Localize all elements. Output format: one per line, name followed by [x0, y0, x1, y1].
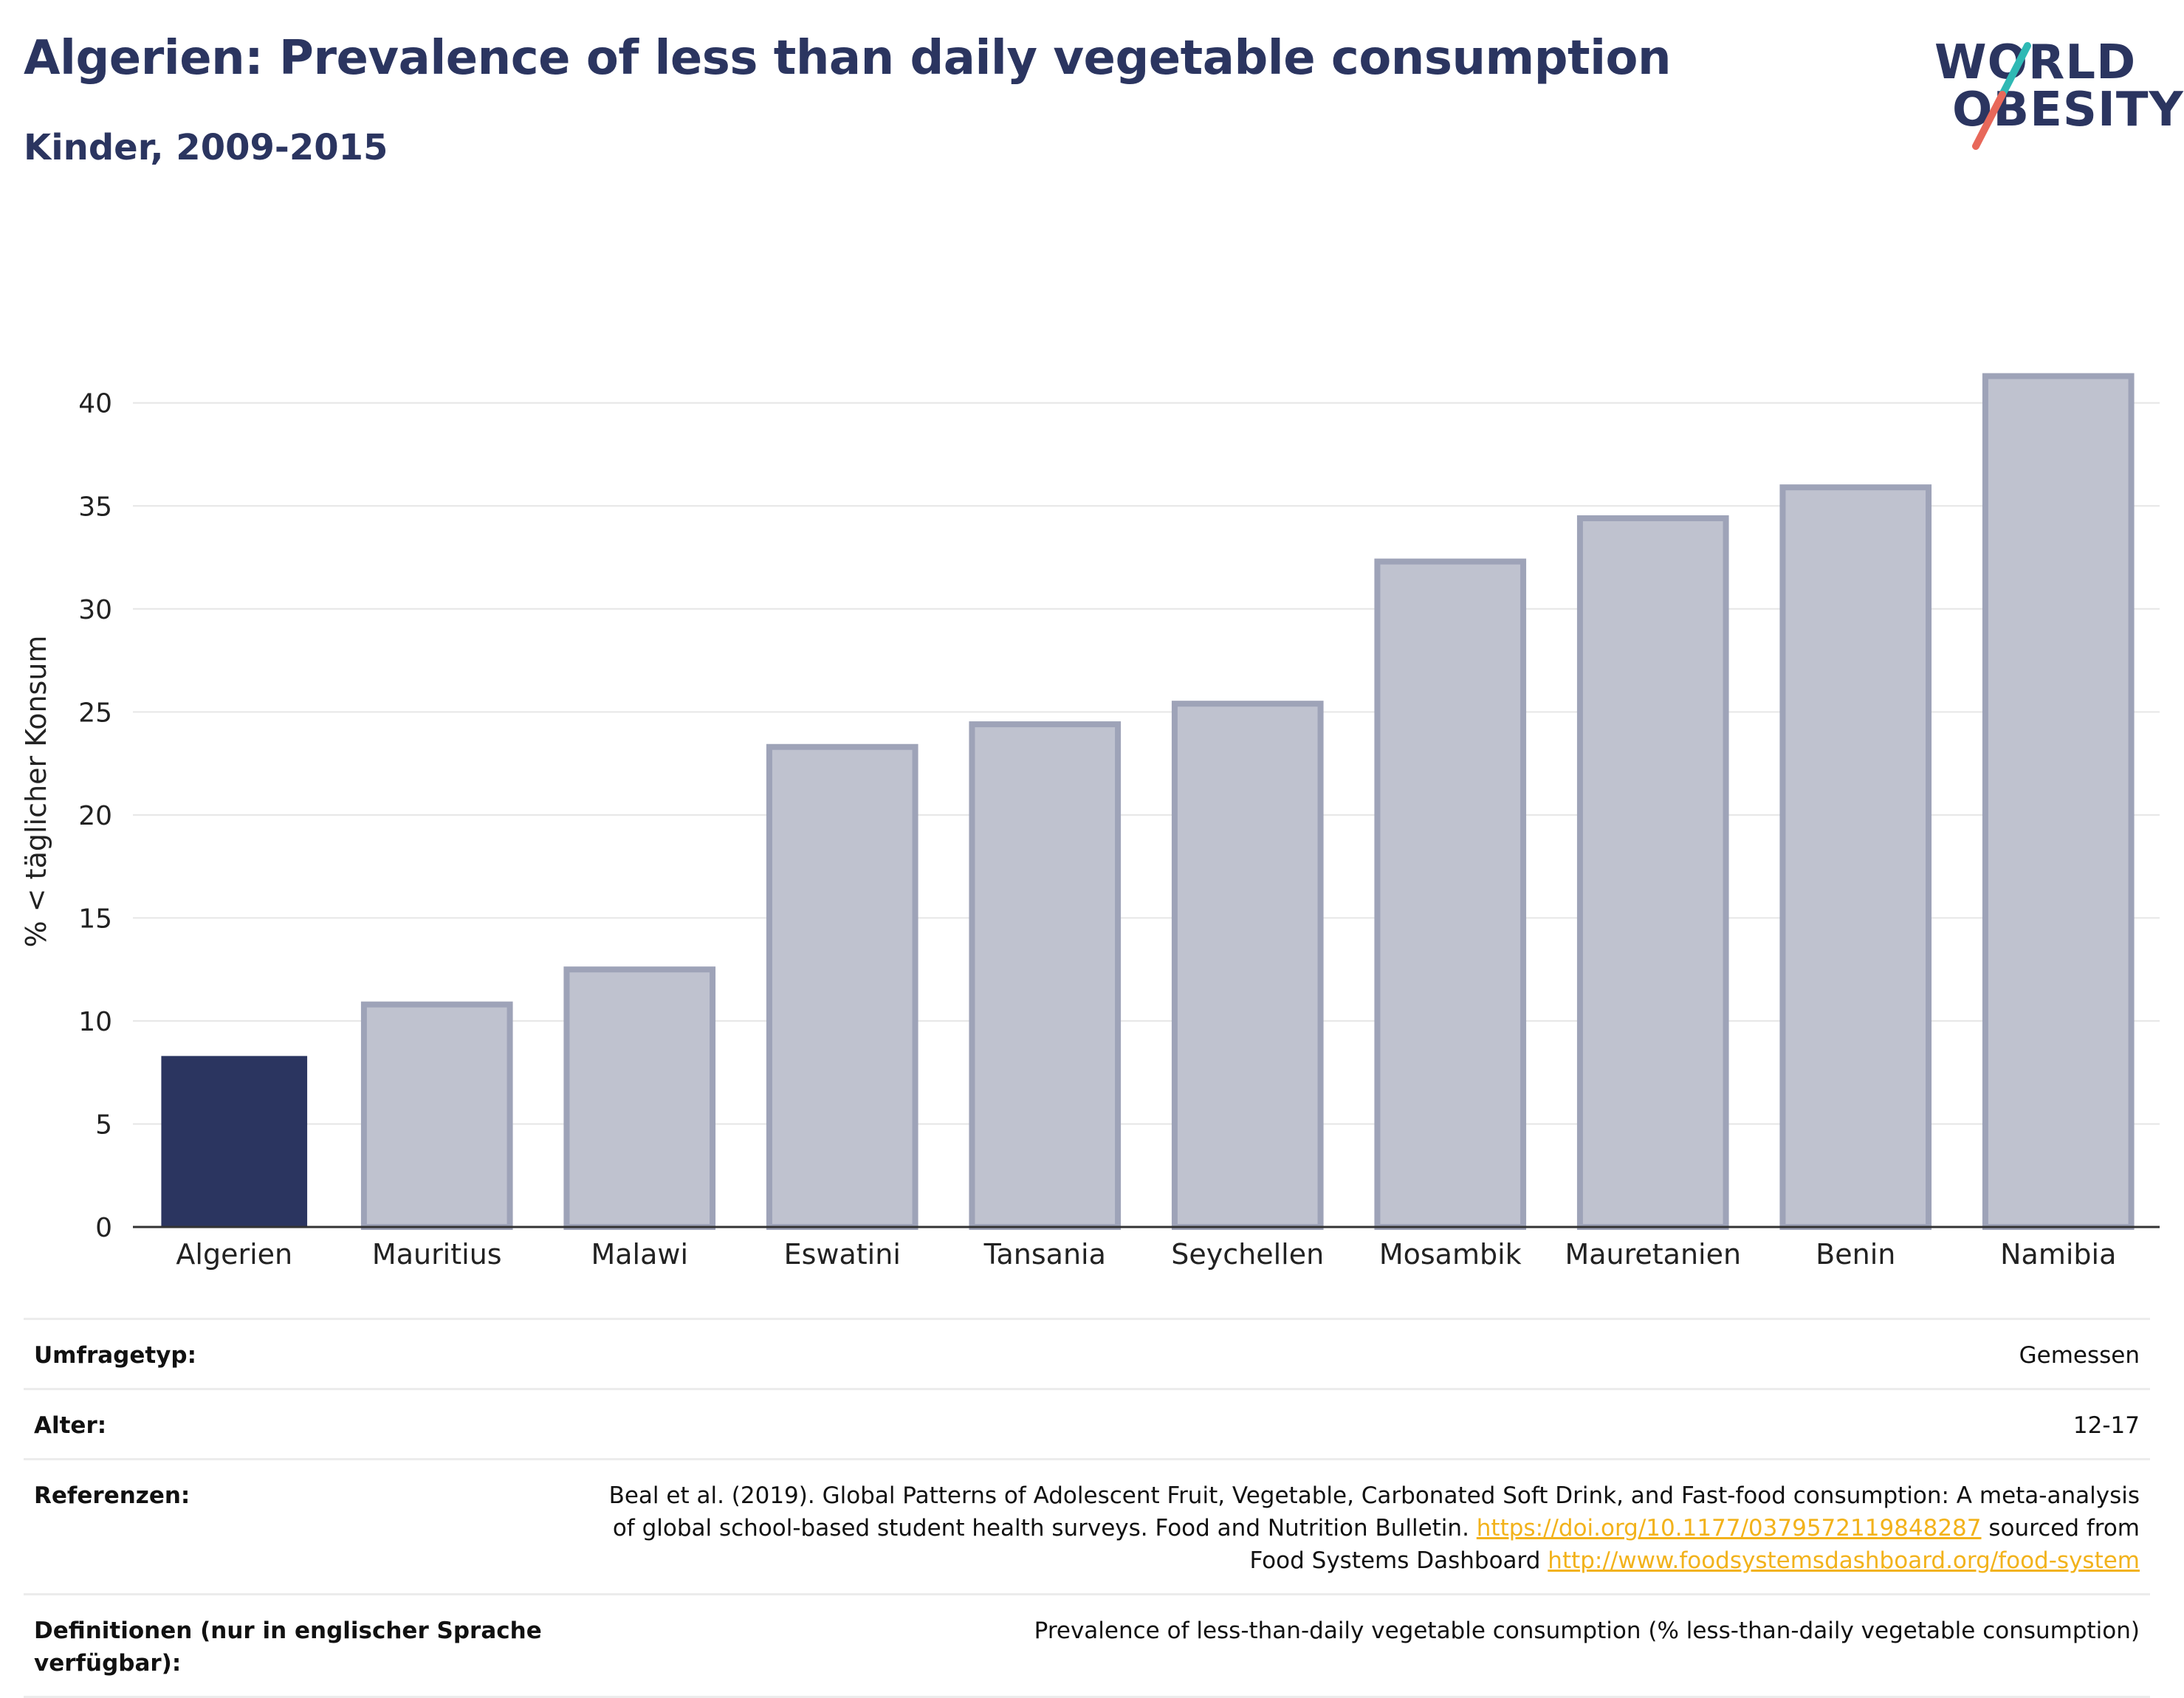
y-tick-label: 0: [95, 1213, 112, 1243]
bar-seychellen: [1171, 701, 1324, 1230]
logo-slash-icon: [1972, 42, 2031, 150]
bar-mauritius: [360, 1001, 513, 1230]
y-tick-label: 25: [78, 698, 112, 728]
y-tick-label: 40: [78, 389, 112, 419]
bar-benin: [1779, 484, 1932, 1230]
x-tick-label: Algerien: [176, 1238, 292, 1270]
y-tick-label: 30: [78, 595, 112, 625]
chart-title: Algerien: Prevalence of less than daily …: [24, 31, 1672, 86]
x-tick-label: Malawi: [591, 1238, 688, 1270]
x-tick-label: Seychellen: [1171, 1238, 1324, 1270]
doi-link[interactable]: https://doi.org/10.1177/0379572119848287: [1476, 1515, 1982, 1541]
meta-label-survey-type: Umfragetyp:: [34, 1342, 196, 1369]
bar-algerien: [161, 1056, 308, 1227]
chart-subtitle: Kinder, 2009-2015: [24, 127, 388, 168]
meta-label-age: Alter:: [34, 1412, 107, 1439]
meta-row-definitions: Definitionen (nur in englischer Sprache …: [24, 1593, 2150, 1698]
food-systems-dashboard-link[interactable]: http://www.foodsystemsdashboard.org/food…: [1548, 1547, 2140, 1574]
meta-value-survey-type: Gemessen: [2019, 1342, 2140, 1369]
metadata-table: Umfragetyp: Gemessen Alter: 12-17 Refere…: [24, 1318, 2150, 1698]
x-tick-label: Mauretanien: [1565, 1238, 1741, 1270]
bar-tansania: [969, 721, 1122, 1230]
logo-slash-teal: [1999, 42, 2031, 98]
y-tick-label: 5: [95, 1110, 112, 1140]
meta-row-age: Alter: 12-17: [24, 1388, 2150, 1458]
bar-chart: 0 5 10 15 20 25 30 35 40 Algerien Mauritius Malawi E…: [20, 373, 2160, 1270]
x-tick-label: Mosambik: [1379, 1238, 1522, 1270]
y-tick-label: 15: [78, 904, 112, 934]
y-tick-label: 20: [78, 801, 112, 831]
bar-mauretanien: [1576, 515, 1729, 1230]
logo-line-1: WORLD: [1934, 35, 2137, 90]
x-tick-label: Mauritius: [372, 1238, 502, 1270]
reference-text-line-3: Food Systems Dashboard: [1249, 1547, 1548, 1574]
bar-mosambik: [1374, 558, 1527, 1230]
bar-malawi: [563, 966, 716, 1231]
x-tick-label: Tansania: [983, 1238, 1106, 1270]
world-obesity-logo[interactable]: WORLD OBESITY: [1920, 30, 2183, 162]
meta-row-references: Referenzen: Beal et al. (2019). Global P…: [24, 1458, 2150, 1593]
meta-row-survey-type: Umfragetyp: Gemessen: [24, 1318, 2150, 1388]
bar-eswatini: [766, 743, 918, 1230]
bar-namibia: [1982, 373, 2135, 1230]
reference-text-line-1: Beal et al. (2019). Global Patterns of A…: [608, 1482, 2140, 1509]
axes: 0 5 10 15 20 25 30 35 40 Algerien Mauritius Malawi E…: [78, 389, 2160, 1270]
x-tick-label: Namibia: [2000, 1238, 2116, 1270]
meta-label-references: Referenzen:: [34, 1482, 190, 1509]
bars: [161, 373, 2135, 1231]
meta-value-definitions: Prevalence of less-than-daily vegetable …: [1034, 1618, 2140, 1644]
reference-text-line-2: of global school-based student health su…: [612, 1515, 1477, 1541]
x-tick-label: Eswatini: [784, 1238, 901, 1270]
meta-label-definitions: Definitionen (nur in englischer Sprache …: [34, 1618, 542, 1677]
y-axis-title: % < täglicher Konsum: [20, 636, 52, 948]
meta-value-references: Beal et al. (2019). Global Patterns of A…: [609, 1479, 2140, 1577]
meta-value-age: 12-17: [2073, 1412, 2140, 1439]
y-tick-label: 10: [78, 1007, 112, 1037]
y-tick-label: 35: [78, 492, 112, 522]
logo-slash-coral: [1972, 91, 2006, 150]
reference-text-line-2-suffix: sourced from: [1981, 1515, 2140, 1541]
x-tick-label: Benin: [1816, 1238, 1895, 1270]
